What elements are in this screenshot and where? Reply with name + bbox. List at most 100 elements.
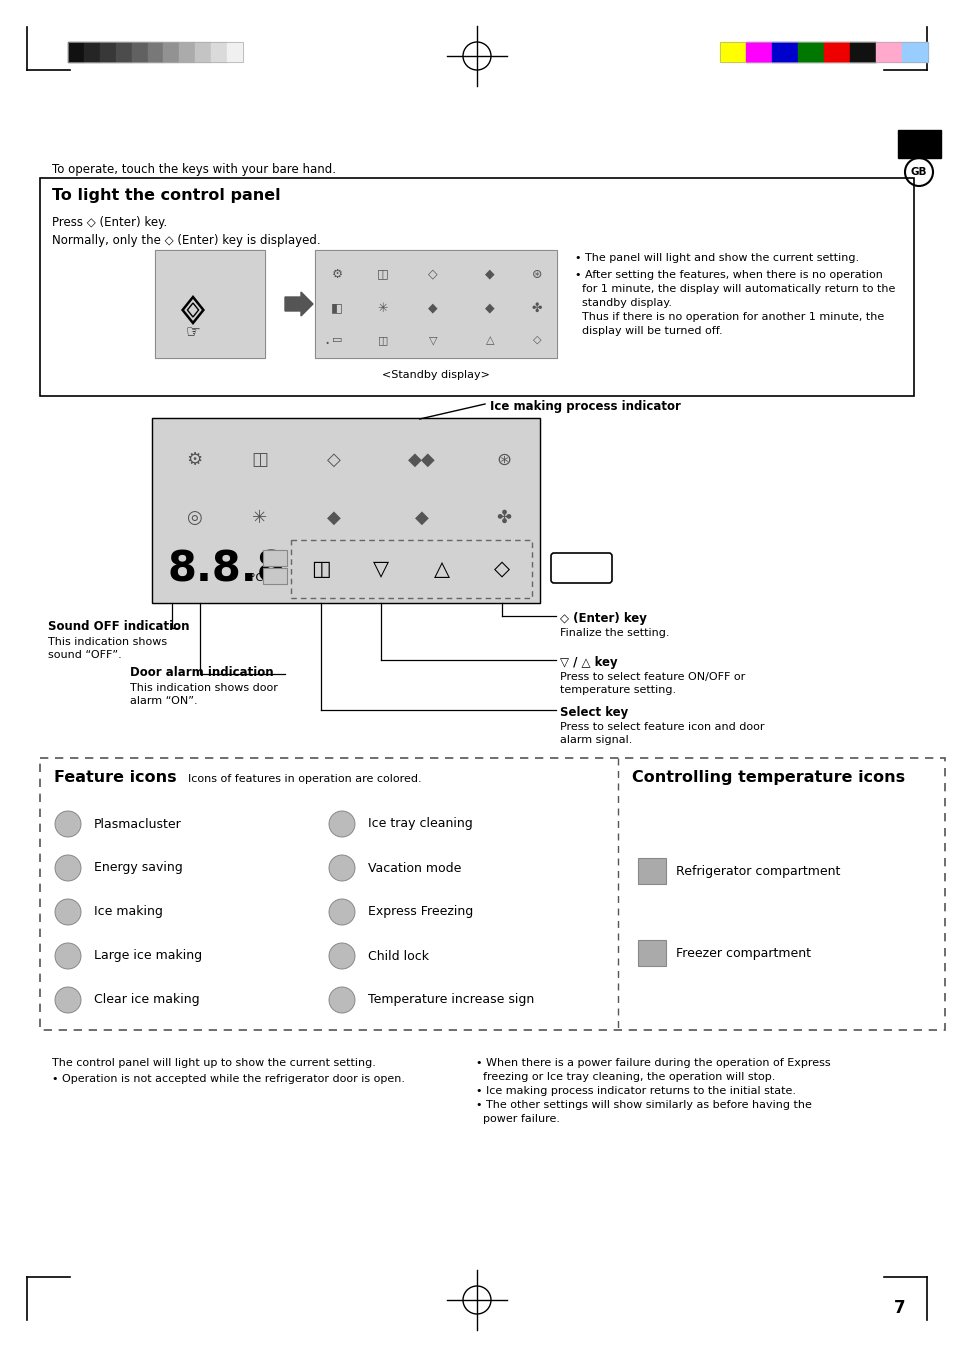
Text: Door alarm indication: Door alarm indication	[130, 665, 274, 679]
Text: for 1 minute, the display will automatically return to the: for 1 minute, the display will automatic…	[575, 284, 895, 294]
Text: Temperature increase sign: Temperature increase sign	[368, 994, 534, 1006]
Text: temperature setting.: temperature setting.	[559, 686, 676, 695]
Text: ◇: ◇	[532, 335, 540, 345]
Text: ✤: ✤	[496, 509, 511, 527]
Text: ◆: ◆	[415, 509, 429, 527]
Text: ◫: ◫	[377, 335, 388, 345]
Text: Refrigerator compartment: Refrigerator compartment	[676, 865, 840, 877]
Text: ⚙: ⚙	[331, 268, 342, 280]
Bar	[68, 42, 84, 62]
Bar	[875, 42, 901, 62]
Bar	[152, 418, 539, 603]
Bar	[771, 42, 797, 62]
Bar	[901, 42, 927, 62]
Text: • The other settings will show similarly as before having the: • The other settings will show similarly…	[476, 1100, 811, 1110]
Text: Plasmacluster: Plasmacluster	[94, 818, 182, 831]
Text: ⚙: ⚙	[186, 451, 202, 469]
Bar	[263, 550, 287, 566]
Bar	[132, 42, 148, 62]
Bar	[314, 251, 557, 358]
Bar	[179, 42, 195, 62]
Text: ◇: ◇	[428, 268, 437, 280]
Text: GB: GB	[910, 167, 926, 176]
Text: ◇ (Enter) key: ◇ (Enter) key	[559, 612, 646, 625]
Circle shape	[55, 898, 81, 925]
Text: ▽: ▽	[428, 335, 436, 345]
Text: ◫: ◫	[376, 268, 389, 280]
Text: ☞: ☞	[186, 323, 200, 341]
Text: display will be turned off.: display will be turned off.	[575, 326, 721, 335]
Text: Normally, only the ◇ (Enter) key is displayed.: Normally, only the ◇ (Enter) key is disp…	[52, 234, 320, 247]
Text: Press ◇ (Enter) key.: Press ◇ (Enter) key.	[52, 216, 167, 229]
Text: • The panel will light and show the current setting.: • The panel will light and show the curr…	[575, 253, 859, 263]
Bar	[638, 858, 665, 884]
Text: ▭: ▭	[332, 335, 342, 345]
Text: ⊛: ⊛	[496, 451, 511, 469]
Circle shape	[329, 811, 355, 836]
Text: ·: ·	[324, 335, 330, 353]
Text: R: R	[646, 863, 657, 878]
Bar	[897, 131, 940, 158]
Text: Energy saving: Energy saving	[94, 862, 183, 874]
Text: alarm “ON”.: alarm “ON”.	[130, 696, 197, 706]
Bar	[100, 42, 115, 62]
Text: Thus if there is no operation for another 1 minute, the: Thus if there is no operation for anothe…	[575, 313, 883, 322]
Text: °C: °C	[250, 572, 263, 583]
Text: R: R	[271, 554, 279, 563]
Bar	[195, 42, 211, 62]
Bar	[84, 42, 100, 62]
Bar	[720, 42, 745, 62]
Bar	[314, 251, 557, 358]
Text: The control panel will light up to show the current setting.: The control panel will light up to show …	[52, 1057, 375, 1068]
Text: ◆◆: ◆◆	[408, 451, 436, 469]
Text: Ice making: Ice making	[94, 905, 163, 919]
Text: ▽: ▽	[373, 559, 389, 579]
Text: 7: 7	[893, 1299, 904, 1317]
Text: ◇: ◇	[494, 559, 509, 579]
Text: Select key: Select key	[559, 706, 628, 719]
Text: ◆: ◆	[327, 509, 340, 527]
Text: Press to select feature ON/OFF or: Press to select feature ON/OFF or	[559, 672, 744, 682]
Text: Vacation mode: Vacation mode	[368, 862, 461, 874]
Text: To operate, touch the keys with your bare hand.: To operate, touch the keys with your bar…	[52, 163, 335, 176]
Circle shape	[329, 898, 355, 925]
Bar	[720, 42, 927, 62]
Bar	[849, 42, 875, 62]
Text: Ice tray cleaning: Ice tray cleaning	[368, 818, 473, 831]
Bar	[40, 758, 944, 1030]
Text: ◫: ◫	[252, 451, 268, 469]
Text: F: F	[646, 946, 656, 960]
Circle shape	[55, 855, 81, 881]
Text: ◫: ◫	[311, 559, 331, 579]
Text: 8.8.8: 8.8.8	[168, 550, 287, 591]
Bar	[152, 418, 539, 603]
Bar	[148, 42, 163, 62]
Text: sound “OFF”.: sound “OFF”.	[48, 651, 122, 660]
Circle shape	[329, 987, 355, 1013]
Text: ◆: ◆	[485, 268, 495, 280]
Text: Child lock: Child lock	[368, 950, 429, 963]
Text: Feature icons: Feature icons	[54, 770, 176, 785]
Text: To light the control panel: To light the control panel	[52, 189, 280, 203]
Bar	[163, 42, 179, 62]
Text: ◇: ◇	[327, 451, 340, 469]
Text: standby display.: standby display.	[575, 298, 671, 308]
Text: F: F	[271, 571, 278, 581]
Text: ◆: ◆	[485, 302, 495, 314]
Text: • Ice making process indicator returns to the initial state.: • Ice making process indicator returns t…	[476, 1086, 795, 1096]
Bar	[263, 568, 287, 585]
Text: • After setting the features, when there is no operation: • After setting the features, when there…	[575, 269, 882, 280]
Text: • When there is a power failure during the operation of Express: • When there is a power failure during t…	[476, 1057, 830, 1068]
Text: ⊛: ⊛	[531, 268, 541, 280]
Bar	[227, 42, 243, 62]
Bar	[40, 178, 913, 396]
Text: Express Freezing: Express Freezing	[368, 905, 473, 919]
Text: • Operation is not accepted while the refrigerator door is open.: • Operation is not accepted while the re…	[52, 1074, 405, 1084]
Text: Finalize the setting.: Finalize the setting.	[559, 628, 669, 638]
Bar	[745, 42, 771, 62]
FancyBboxPatch shape	[551, 554, 612, 583]
Text: △: △	[485, 335, 494, 345]
FancyArrow shape	[285, 292, 313, 317]
Bar	[823, 42, 849, 62]
Bar	[154, 251, 265, 358]
